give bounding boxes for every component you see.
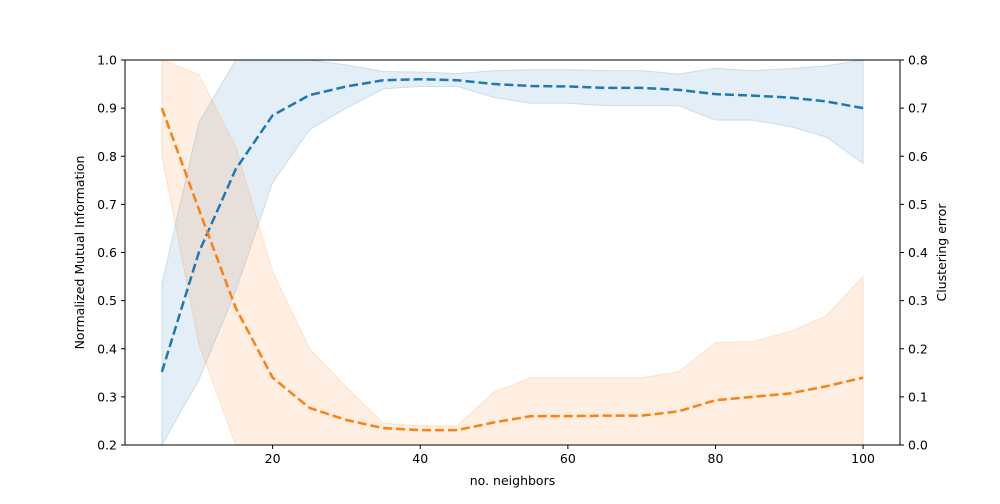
y2-tick-label: 0.7	[908, 101, 928, 116]
y-tick-label: 0.3	[97, 389, 117, 404]
x-axis-label: no. neighbors	[470, 473, 555, 488]
x-tick-label: 60	[560, 451, 576, 466]
x-axis-ticks: 20 40 60 80 100	[265, 445, 875, 466]
x-tick-label: 80	[708, 451, 724, 466]
y2-tick-label: 0.4	[908, 245, 928, 260]
y2-tick-label: 0.6	[908, 149, 928, 164]
y-tick-label: 0.2	[97, 438, 117, 453]
y2-tick-label: 0.1	[908, 389, 928, 404]
x-tick-label: 100	[851, 451, 875, 466]
y2-tick-label: 0.3	[908, 293, 928, 308]
y-tick-label: 0.8	[97, 149, 117, 164]
nmi-line	[160, 77, 864, 373]
y2-tick-label: 0.8	[908, 53, 928, 68]
y-axis-left-label: Normalized Mutual Information	[72, 156, 87, 350]
y-tick-label: 0.5	[97, 293, 117, 308]
y-axis-left-ticks: 0.2 0.3 0.4 0.5 0.6 0.7 0.8 0.9 1.0	[97, 53, 125, 453]
y-tick-label: 0.7	[97, 197, 117, 212]
y-tick-label: 0.6	[97, 245, 117, 260]
y-axis-right-ticks: 0.0 0.1 0.2 0.3 0.4 0.5 0.6 0.7 0.8	[900, 53, 928, 453]
y2-tick-label: 0.0	[908, 438, 928, 453]
series-lines	[160, 77, 864, 432]
y-tick-label: 0.9	[97, 101, 117, 116]
x-tick-label: 20	[265, 451, 281, 466]
y2-tick-label: 0.5	[908, 197, 928, 212]
y2-tick-label: 0.2	[908, 341, 928, 356]
clustering-error-line	[160, 107, 864, 432]
y-tick-label: 1.0	[97, 53, 117, 68]
y-axis-right-label: Clustering error	[934, 203, 949, 302]
x-tick-label: 40	[412, 451, 428, 466]
y-tick-label: 0.4	[97, 341, 117, 356]
